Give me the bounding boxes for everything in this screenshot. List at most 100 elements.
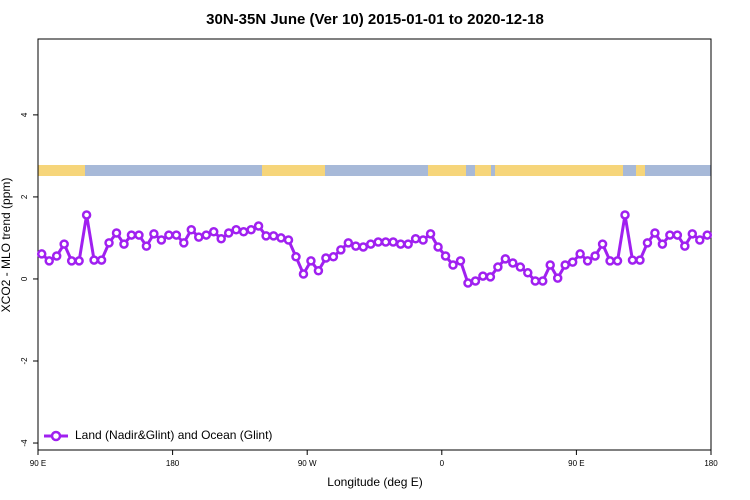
point (605, 256, 615, 266)
point (164, 230, 174, 240)
point (560, 260, 570, 270)
point (582, 256, 593, 266)
point (575, 249, 585, 259)
y-tick-label: 4 (20, 112, 29, 117)
point (523, 268, 533, 278)
point (410, 234, 421, 244)
point (433, 242, 443, 252)
point (231, 224, 241, 235)
plot-frame (37, 38, 712, 451)
point (134, 230, 144, 240)
point (149, 229, 159, 239)
point (313, 266, 324, 276)
point (298, 269, 309, 279)
y-tick-label: -4 (20, 439, 29, 447)
point (463, 278, 473, 288)
point (328, 252, 339, 262)
x-tick-label: 180 (704, 459, 718, 468)
y-tick-label: -2 (20, 357, 29, 365)
point (597, 239, 608, 249)
point (425, 229, 436, 239)
point (687, 229, 698, 239)
point (380, 237, 391, 247)
point (672, 230, 683, 240)
point (141, 241, 152, 251)
point (530, 276, 541, 286)
point (186, 224, 197, 235)
point (470, 276, 481, 286)
point (680, 241, 690, 251)
point (620, 210, 630, 220)
point (246, 224, 256, 235)
y-axis-label: XCO2 - MLO trend (ppm) (0, 178, 13, 313)
point (351, 241, 361, 251)
point (395, 239, 406, 249)
point (261, 231, 271, 241)
point (388, 237, 398, 247)
point (59, 239, 69, 249)
point (171, 230, 182, 240)
point (545, 260, 555, 270)
point (418, 235, 428, 245)
point (321, 253, 331, 263)
point (81, 210, 92, 220)
point (238, 227, 249, 237)
point (208, 227, 219, 237)
point (455, 256, 466, 266)
point (89, 255, 99, 265)
point (515, 262, 526, 272)
point (343, 238, 354, 248)
point (201, 230, 211, 240)
point (373, 237, 383, 247)
point (66, 256, 77, 266)
point (635, 255, 645, 265)
y-tick-label: 0 (20, 276, 29, 281)
point (276, 233, 286, 243)
point (695, 235, 705, 245)
point (538, 276, 548, 286)
point (291, 252, 301, 262)
point (366, 239, 376, 249)
point (650, 228, 660, 238)
y-tick-label: 2 (20, 194, 29, 199)
point (440, 251, 451, 261)
point (642, 238, 653, 248)
point (358, 242, 369, 252)
legend-marker (50, 430, 62, 442)
point (612, 256, 623, 266)
point (283, 235, 294, 245)
point (104, 238, 114, 248)
point (51, 251, 62, 261)
point (179, 238, 189, 248)
point (74, 256, 84, 266)
point (657, 239, 668, 249)
point (336, 245, 346, 255)
point (665, 230, 675, 240)
point (268, 231, 279, 241)
x-tick-label: 90 W (298, 459, 317, 468)
point (508, 258, 518, 268)
point (36, 249, 47, 259)
point (485, 272, 496, 282)
point (253, 221, 264, 231)
point (627, 255, 638, 265)
point (403, 239, 413, 249)
chart-title: 30N-35N June (Ver 10) 2015-01-01 to 2020… (206, 11, 544, 28)
point (493, 262, 503, 272)
point (702, 230, 713, 240)
point (500, 254, 511, 264)
point (119, 239, 129, 249)
point (96, 255, 107, 265)
point (306, 256, 316, 266)
point (552, 273, 563, 283)
series-line (40, 214, 709, 285)
x-tick-label: 0 (440, 459, 445, 468)
land-ocean-strip (38, 165, 711, 176)
x-tick-label: 90 E (568, 459, 584, 468)
x-tick-label: 180 (166, 459, 180, 468)
legend: Land (Nadir&Glint) and Ocean (Glint) (44, 428, 272, 442)
point (223, 228, 234, 238)
x-tick-label: 90 E (30, 459, 46, 468)
point (194, 232, 204, 242)
